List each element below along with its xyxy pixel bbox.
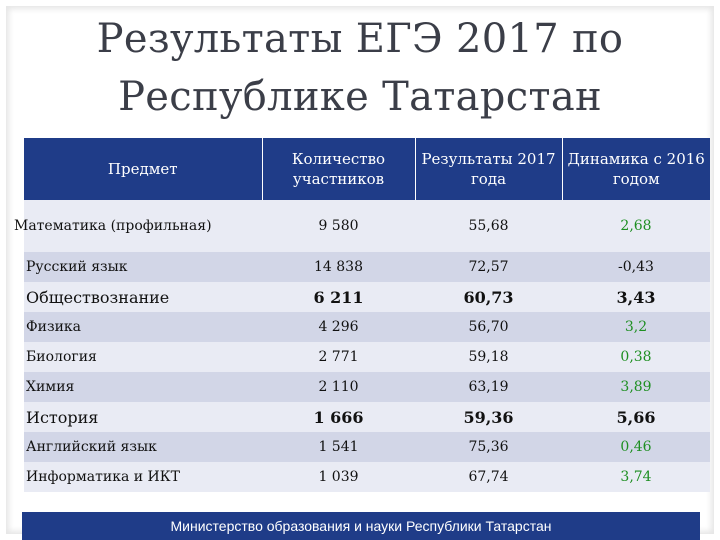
result-cell: 67,74 xyxy=(415,462,562,492)
table-row: Математика (профильная) 9 580 55,68 2,68 xyxy=(14,200,710,252)
count-cell: 6 211 xyxy=(262,282,415,312)
subject-cell: Русский язык xyxy=(24,252,262,282)
subject-cell: Обществознание xyxy=(24,282,262,312)
subject-cell: Информатика и ИКТ xyxy=(24,462,262,492)
dynamics-cell: 3,89 xyxy=(562,372,710,402)
count-cell: 2 771 xyxy=(262,342,415,372)
header-dynamics: Динамика с 2016 годом xyxy=(562,138,710,200)
count-cell: 1 666 xyxy=(262,402,415,432)
table-row: Обществознание 6 211 60,73 3,43 xyxy=(24,282,710,312)
result-cell: 75,36 xyxy=(415,432,562,462)
dynamics-cell: 0,38 xyxy=(562,342,710,372)
count-cell: 1 541 xyxy=(262,432,415,462)
table-row: Русский язык 14 838 72,57 -0,43 xyxy=(24,252,710,282)
slide-title: Результаты ЕГЭ 2017 по Республике Татарс… xyxy=(0,10,720,126)
result-cell: 55,68 xyxy=(415,200,562,252)
table-row: Химия 2 110 63,19 3,89 xyxy=(24,372,710,402)
subject-label: Математика (профильная) xyxy=(14,218,212,234)
header-count: Количество участников xyxy=(262,138,416,200)
dynamics-cell: -0,43 xyxy=(562,252,710,282)
subject-cell: Химия xyxy=(24,372,262,402)
table-row: Биология 2 771 59,18 0,38 xyxy=(24,342,710,372)
dynamics-cell: 3,74 xyxy=(562,462,710,492)
dynamics-cell: 0,46 xyxy=(562,432,710,462)
result-cell: 59,36 xyxy=(415,402,562,432)
count-cell: 9 580 xyxy=(262,200,415,252)
header-subject: Предмет xyxy=(24,138,263,200)
table-row: История 1 666 59,36 5,66 xyxy=(24,402,710,432)
count-cell: 4 296 xyxy=(262,312,415,342)
table-header-row: Предмет Количество участников Результаты… xyxy=(24,138,710,200)
dynamics-cell: 3,43 xyxy=(562,282,710,312)
table-row: Английский язык 1 541 75,36 0,46 xyxy=(24,432,710,462)
count-cell: 14 838 xyxy=(262,252,415,282)
header-result: Результаты 2017 года xyxy=(415,138,563,200)
result-cell: 63,19 xyxy=(415,372,562,402)
subject-cell: Физика xyxy=(24,312,262,342)
result-cell: 60,73 xyxy=(415,282,562,312)
count-cell: 1 039 xyxy=(262,462,415,492)
result-cell: 59,18 xyxy=(415,342,562,372)
result-cell: 56,70 xyxy=(415,312,562,342)
footer-banner: Министерство образования и науки Республ… xyxy=(22,512,700,540)
subject-cell: Математика (профильная) xyxy=(14,200,262,252)
count-cell: 2 110 xyxy=(262,372,415,402)
table-row: Информатика и ИКТ 1 039 67,74 3,74 xyxy=(24,462,710,492)
dynamics-cell: 2,68 xyxy=(562,200,710,252)
subject-cell: Биология xyxy=(24,342,262,372)
dynamics-cell: 5,66 xyxy=(562,402,710,432)
table-row: Физика 4 296 56,70 3,2 xyxy=(24,312,710,342)
title-line-2: Республике Татарстан xyxy=(118,74,602,120)
title-line-1: Результаты ЕГЭ 2017 по xyxy=(96,16,624,62)
subject-cell: Английский язык xyxy=(24,432,262,462)
dynamics-cell: 3,2 xyxy=(562,312,710,342)
subject-cell: История xyxy=(24,402,262,432)
results-table: Предмет Количество участников Результаты… xyxy=(14,138,710,492)
result-cell: 72,57 xyxy=(415,252,562,282)
